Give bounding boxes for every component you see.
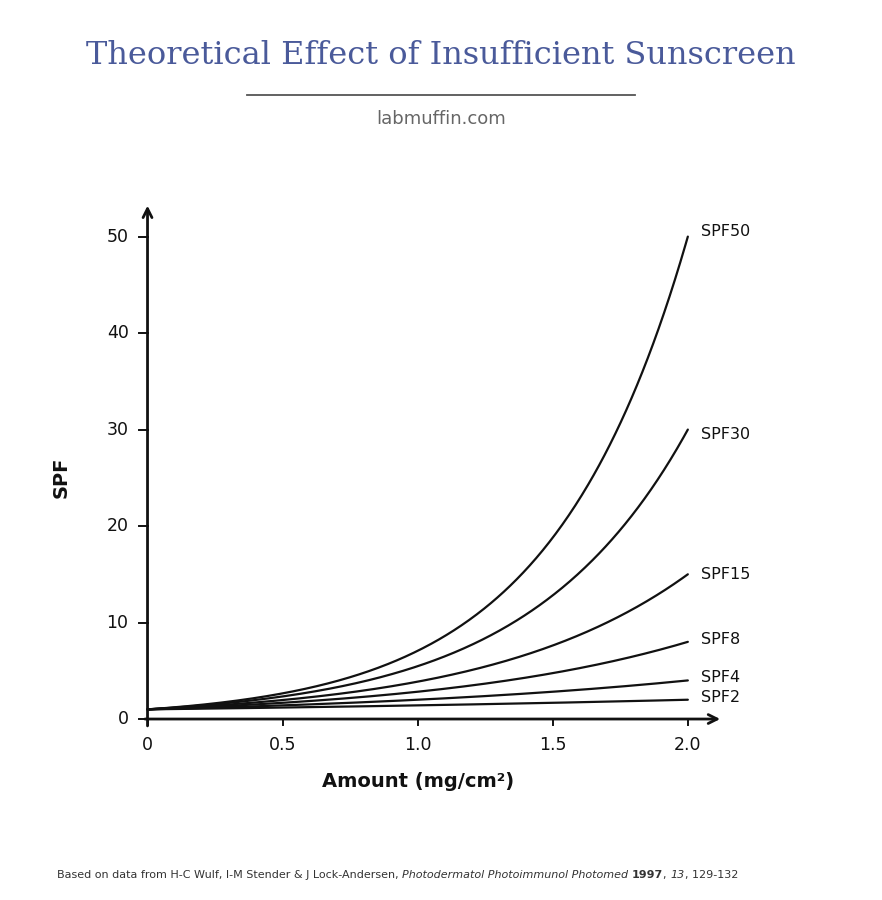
Text: SPF15: SPF15 xyxy=(701,567,751,581)
Text: 13: 13 xyxy=(670,870,684,880)
Text: 40: 40 xyxy=(107,324,129,342)
Text: Based on data from H-C Wulf, I-M Stender & J Lock-Andersen,: Based on data from H-C Wulf, I-M Stender… xyxy=(57,870,402,880)
Text: SPF8: SPF8 xyxy=(701,633,741,647)
Text: 1.5: 1.5 xyxy=(539,736,566,754)
Text: 1.0: 1.0 xyxy=(404,736,431,754)
Text: SPF50: SPF50 xyxy=(701,224,751,239)
Text: ,: , xyxy=(663,870,670,880)
Text: labmuffin.com: labmuffin.com xyxy=(376,110,506,128)
Text: 0: 0 xyxy=(117,710,129,728)
Text: 0: 0 xyxy=(142,736,153,754)
Text: 10: 10 xyxy=(107,614,129,632)
Text: Theoretical Effect of Insufficient Sunscreen: Theoretical Effect of Insufficient Sunsc… xyxy=(86,40,796,71)
Text: SPF4: SPF4 xyxy=(701,670,741,685)
Text: 30: 30 xyxy=(107,420,129,438)
Text: 20: 20 xyxy=(107,518,129,536)
Text: SPF30: SPF30 xyxy=(701,427,751,442)
Text: 0.5: 0.5 xyxy=(269,736,296,754)
Text: Amount (mg/cm²): Amount (mg/cm²) xyxy=(322,772,513,791)
Text: Photodermatol Photoimmunol Photomed: Photodermatol Photoimmunol Photomed xyxy=(402,870,629,880)
Text: SPF: SPF xyxy=(51,457,71,499)
Text: SPF2: SPF2 xyxy=(701,690,741,706)
Text: 1997: 1997 xyxy=(632,870,663,880)
Text: 50: 50 xyxy=(107,228,129,246)
Text: 2.0: 2.0 xyxy=(674,736,701,754)
Text: , 129-132: , 129-132 xyxy=(684,870,738,880)
